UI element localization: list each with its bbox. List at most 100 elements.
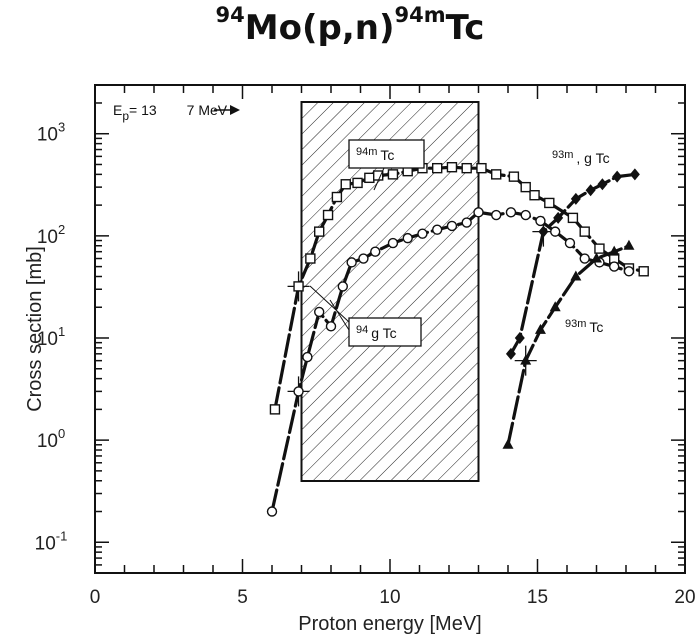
y-tick-label: 103 — [37, 120, 65, 146]
data-point-diamond — [538, 225, 549, 238]
chart-title: 94Mo(p,n)94mTc — [0, 5, 700, 49]
data-point-circle — [325, 321, 337, 332]
data-point-triangle — [520, 354, 532, 365]
data-point-circle — [314, 306, 325, 318]
data-point-square — [520, 181, 531, 193]
data-point-square — [638, 266, 649, 277]
y-tick-label: 10-1 — [35, 528, 68, 554]
data-point-circle — [505, 207, 517, 218]
y-tick-label: 102 — [37, 222, 65, 248]
x-tick-label: 15 — [527, 587, 548, 608]
label-93mTc: 93m Tc — [565, 318, 603, 335]
data-point-square — [491, 169, 502, 180]
data-point-square — [476, 162, 487, 174]
label-94gTc: 94 g Tc — [356, 324, 397, 341]
annotations: Ep= 13 7 MeV 94m Tc 94 g Tc 93m, g Tc 93m Tc — [113, 102, 610, 347]
y-axis-label: Cross section [mb] — [24, 246, 46, 412]
data-point-square — [331, 191, 343, 203]
data-point-triangle — [591, 252, 602, 263]
x-axis-label: Proton energy [MeV] — [298, 613, 481, 635]
data-point-circle — [564, 237, 576, 249]
energy-window-label: Ep= 13 7 MeV — [113, 102, 228, 123]
data-point-square — [269, 404, 281, 415]
title-product: Tc — [445, 8, 485, 48]
data-point-triangle — [549, 301, 561, 312]
plot-frame — [94, 84, 686, 574]
data-point-square — [594, 243, 605, 254]
data-point-circle — [623, 266, 635, 277]
fit-curve — [506, 244, 631, 447]
title-product-mass: 94m — [394, 3, 446, 27]
leader-line — [329, 299, 350, 331]
label-94gTc-box — [348, 317, 422, 347]
data-point-circle — [579, 253, 590, 264]
data-point-circle — [446, 220, 458, 232]
y-tick-label: 100 — [37, 426, 65, 452]
data-point-square — [293, 281, 304, 292]
data-point-diamond — [585, 184, 596, 197]
x-tick-label: 10 — [379, 587, 400, 608]
data-point-triangle — [502, 438, 514, 449]
data-point-circle — [491, 209, 502, 221]
data-point-square — [322, 209, 334, 221]
y-tick-label: 101 — [37, 324, 65, 350]
data-point-square — [314, 226, 325, 237]
data-point-circle — [461, 217, 472, 228]
arrow-head-icon — [230, 105, 240, 115]
data-point-triangle — [570, 270, 582, 281]
data-point-diamond — [514, 331, 525, 344]
data-point-square — [340, 179, 351, 190]
data-point-square — [387, 169, 399, 180]
data-point-circle — [432, 224, 443, 235]
x-tick-label: 0 — [90, 587, 101, 608]
data-point-circle — [473, 207, 484, 218]
data-point-circle — [550, 226, 561, 237]
data-point-circle — [609, 261, 620, 272]
data-point-circle — [520, 209, 531, 221]
data-point-circle — [346, 257, 357, 268]
fit-curve — [273, 165, 646, 411]
data-point-square — [579, 226, 590, 237]
data-point-diamond — [570, 192, 581, 205]
data-point-diamond — [629, 168, 640, 181]
data-point-diamond — [597, 178, 608, 191]
data-point-square — [364, 172, 375, 184]
data-point-triangle — [623, 239, 635, 250]
data-point-circle — [358, 253, 369, 264]
y-tick-labels: 10-1 100 101 102 103 — [35, 120, 68, 555]
data-point-square — [508, 171, 520, 182]
data-point-square — [432, 162, 443, 174]
x-tick-label: 20 — [674, 587, 695, 608]
leader-line — [309, 285, 350, 323]
data-point-circle — [302, 351, 313, 363]
data-point-square — [529, 190, 540, 201]
data-point-circle — [535, 215, 546, 227]
data-point-square — [567, 212, 579, 224]
data-point-square — [446, 162, 458, 173]
data-point-circle — [370, 246, 381, 257]
data-point-square — [352, 177, 363, 189]
data-point-diamond — [553, 211, 564, 224]
data-point-square — [544, 197, 555, 209]
data-point-circle — [402, 232, 413, 244]
data-point-diamond — [612, 170, 623, 183]
data-point-triangle — [608, 245, 620, 256]
data-point-diamond — [505, 347, 516, 360]
data-point-circle — [417, 228, 428, 239]
data-point-square — [373, 170, 384, 181]
data-point-triangle — [534, 323, 546, 334]
data-point-square — [305, 253, 316, 264]
data-point-circle — [293, 386, 304, 397]
data-point-square — [461, 162, 472, 174]
x-tick-labels: 0 5 10 15 20 — [90, 587, 696, 608]
data-point-circle — [337, 281, 348, 292]
data-point-circle — [387, 237, 399, 249]
title-reaction: Mo(p,n) — [244, 8, 395, 48]
x-tick-label: 5 — [237, 587, 248, 608]
title-mass-number: 94 — [215, 3, 245, 27]
label-94mTc: 94m Tc — [356, 146, 394, 163]
label-94mTc-box — [348, 139, 425, 169]
data-point-circle — [266, 506, 278, 517]
leader-line — [373, 167, 385, 191]
